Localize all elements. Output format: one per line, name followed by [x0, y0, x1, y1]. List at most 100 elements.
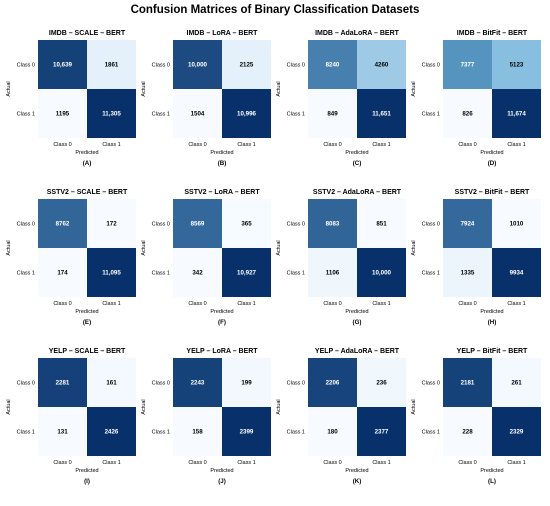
confusion-matrix-4: IMDB – BitFit – BERT 7377 5123 826 11,674 Cla… [411, 30, 541, 167]
matrix-cell [308, 248, 357, 297]
matrix-cell [443, 358, 492, 407]
cell-value-label: 849 [327, 111, 338, 118]
y-axis-label: Actual [411, 81, 417, 96]
y-tick-label: Class 1 [152, 112, 170, 118]
matrix-title: SSTV2 – BitFit – BERT [455, 189, 530, 196]
matrix-cell [357, 248, 406, 297]
panel-label: (C) [353, 160, 362, 167]
matrix-title: IMDB – BitFit – BERT [457, 30, 528, 37]
cell-value-label: 199 [241, 380, 252, 387]
y-axis-label: Actual [276, 240, 282, 255]
cell-value-label: 5123 [510, 62, 524, 69]
matrix-cell [222, 248, 271, 297]
x-axis-label: Predicted [210, 468, 233, 474]
cell-value-label: 10,000 [188, 62, 207, 69]
cell-value-label: 1335 [461, 270, 475, 277]
cell-value-label: 8083 [326, 221, 340, 228]
matrix-cell [357, 407, 406, 456]
confusion-matrix-7: SSTV2 – AdaLoRA – BERT 8083 851 1106 10,000 C… [276, 189, 406, 326]
y-tick-label: Class 0 [17, 222, 35, 228]
matrix-cell [492, 358, 541, 407]
cell-value-label: 2329 [510, 429, 524, 436]
matrix-cell [492, 40, 541, 89]
x-tick-label: Class 1 [102, 142, 120, 148]
panel-label: (D) [488, 160, 497, 167]
x-axis-label: Predicted [75, 309, 98, 315]
cell-value-label: 10,996 [237, 111, 256, 118]
matrix-cell [87, 40, 136, 89]
matrix-cell [443, 199, 492, 248]
matrix-cell [222, 407, 271, 456]
matrix-cell [38, 248, 87, 297]
matrix-cell [87, 358, 136, 407]
y-tick-label: Class 1 [17, 112, 35, 118]
matrix-cell [443, 40, 492, 89]
panel-label: (E) [83, 319, 91, 326]
matrix-cell [38, 89, 87, 138]
x-tick-label: Class 1 [507, 142, 525, 148]
y-tick-label: Class 0 [152, 222, 170, 228]
matrix-cell [308, 199, 357, 248]
y-tick-label: Class 0 [17, 63, 35, 69]
matrix-cell [38, 358, 87, 407]
cell-value-label: 8240 [326, 62, 340, 69]
matrix-cell [38, 199, 87, 248]
figure-title: Confusion Matrices of Binary Classificat… [130, 4, 420, 16]
confusion-matrix-11: YELP – AdaLoRA – BERT 2206 236 180 2377 Class… [276, 348, 406, 485]
confusion-matrix-10: YELP – LoRA – BERT 2243 199 158 2399 Class 0 C… [141, 348, 271, 485]
y-tick-label: Class 0 [287, 222, 305, 228]
cell-value-label: 261 [511, 380, 522, 387]
cell-value-label: 10,639 [53, 62, 72, 69]
cell-value-label: 8569 [191, 221, 205, 228]
cell-value-label: 158 [192, 429, 203, 436]
matrix-title: IMDB – LoRA – BERT [187, 30, 259, 37]
y-tick-label: Class 1 [422, 430, 440, 436]
x-tick-label: Class 0 [188, 301, 206, 307]
matrix-cell [357, 199, 406, 248]
cell-value-label: 4260 [375, 62, 389, 69]
matrix-cell [173, 248, 222, 297]
cell-value-label: 2243 [191, 380, 205, 387]
x-tick-label: Class 1 [372, 301, 390, 307]
x-tick-label: Class 1 [237, 460, 255, 466]
x-tick-label: Class 0 [53, 142, 71, 148]
x-tick-label: Class 0 [323, 142, 341, 148]
y-axis-label: Actual [6, 81, 12, 96]
x-axis-label: Predicted [75, 150, 98, 156]
cell-value-label: 172 [106, 221, 117, 228]
x-tick-label: Class 0 [188, 460, 206, 466]
cell-value-label: 365 [241, 221, 252, 228]
matrix-title: YELP – LoRA – BERT [186, 348, 258, 355]
panel-label: (K) [353, 478, 362, 485]
y-axis-label: Actual [411, 240, 417, 255]
matrix-title: SSTV2 – SCALE – BERT [47, 189, 128, 196]
matrix-cell [38, 40, 87, 89]
cell-value-label: 2206 [326, 380, 340, 387]
y-tick-label: Class 1 [152, 430, 170, 436]
matrix-cell [443, 89, 492, 138]
panel-label: (H) [488, 319, 497, 326]
panel-label: (L) [488, 478, 496, 485]
cell-value-label: 11,651 [372, 111, 391, 118]
x-tick-label: Class 0 [188, 142, 206, 148]
cell-value-label: 236 [376, 380, 387, 387]
matrix-cell [357, 40, 406, 89]
y-tick-label: Class 1 [422, 112, 440, 118]
cell-value-label: 180 [327, 429, 338, 436]
y-tick-label: Class 0 [152, 63, 170, 69]
y-axis-label: Actual [141, 81, 147, 96]
y-tick-label: Class 1 [17, 430, 35, 436]
y-tick-label: Class 0 [287, 63, 305, 69]
panel-label: (J) [218, 478, 226, 485]
x-tick-label: Class 1 [507, 460, 525, 466]
confusion-matrix-1: IMDB – SCALE – BERT 10,639 1861 1195 11,305 C… [6, 30, 136, 167]
x-tick-label: Class 0 [458, 142, 476, 148]
matrix-title: IMDB – SCALE – BERT [49, 30, 126, 37]
x-axis-label: Predicted [345, 468, 368, 474]
x-tick-label: Class 0 [53, 460, 71, 466]
cell-value-label: 161 [106, 380, 117, 387]
x-tick-label: Class 1 [507, 301, 525, 307]
y-axis-label: Actual [141, 240, 147, 255]
x-tick-label: Class 1 [102, 460, 120, 466]
y-axis-label: Actual [276, 81, 282, 96]
